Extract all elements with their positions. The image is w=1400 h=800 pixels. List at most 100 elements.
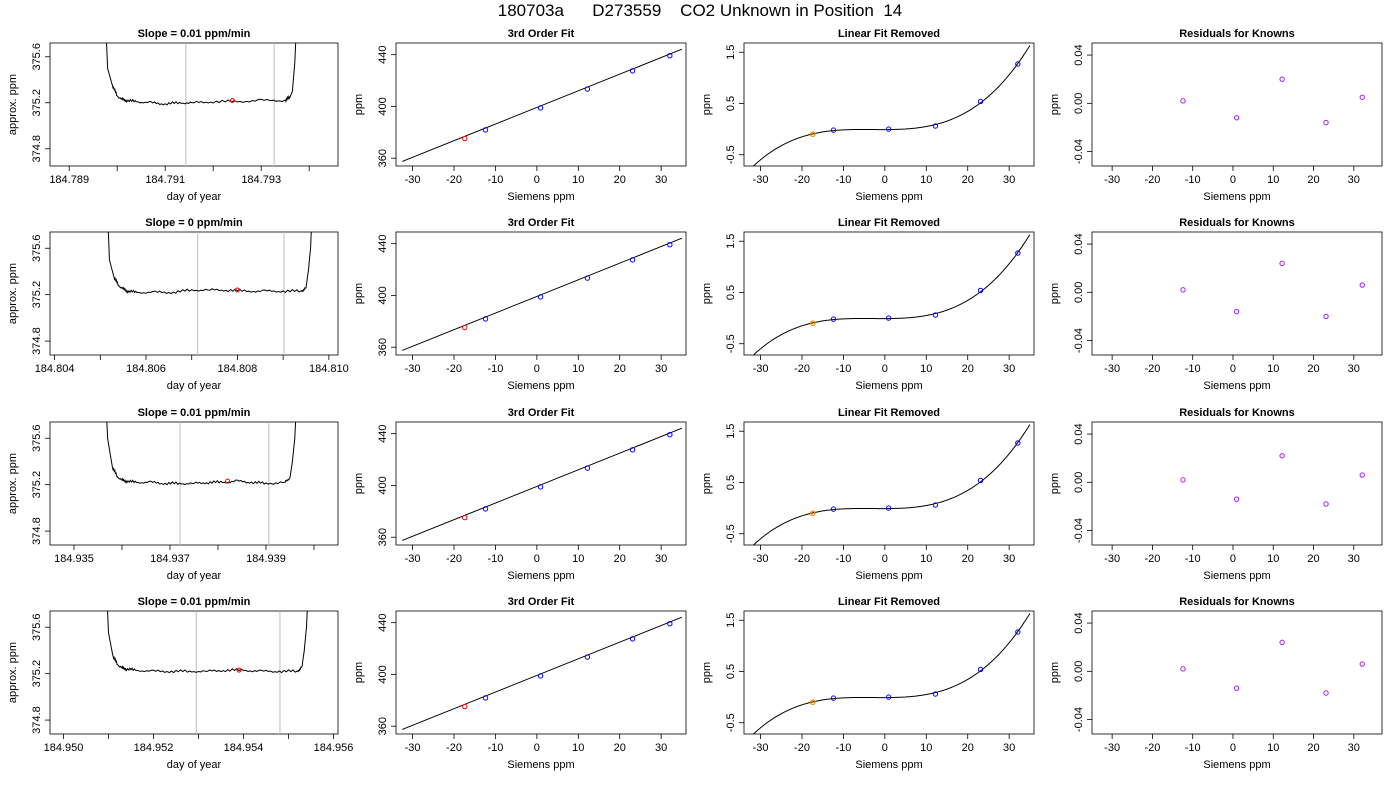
y-tick-label: 375.6 (31, 613, 43, 641)
residual-point (1359, 94, 1365, 100)
x-tick-label: 20 (614, 174, 626, 186)
plot-area (752, 424, 1031, 545)
residual-point (1279, 260, 1285, 267)
panel-title: Linear Fit Removed (838, 407, 940, 419)
fit-line (402, 48, 683, 162)
plot-area (1180, 260, 1365, 320)
plot-area (107, 611, 308, 734)
x-tick-label: 30 (1003, 174, 1015, 186)
residual-point (1323, 501, 1329, 507)
panel-title: Residuals for Knowns (1179, 596, 1295, 608)
x-tick-label: 20 (962, 363, 974, 375)
unknown-marker (236, 667, 242, 673)
x-tick-label: 184.789 (49, 174, 89, 186)
x-tick-label: 184.806 (126, 363, 166, 375)
known-point (482, 127, 489, 133)
x-tick-label: -30 (1104, 363, 1120, 375)
x-axis-label: day of year (167, 570, 222, 582)
panel-title: Residuals for Knowns (1179, 28, 1295, 40)
known-point (537, 105, 544, 111)
panel-r4-residuals: Residuals for Knowns -30 -20 -10 0 10 20 30 -0.0… (1049, 596, 1383, 771)
y-tick-label: -0.5 (725, 713, 737, 732)
panel-title: Residuals for Knowns (1179, 407, 1295, 419)
x-tick-label: 30 (655, 363, 667, 375)
x-tick-label: 20 (962, 742, 974, 754)
plot-area (402, 427, 683, 541)
x-tick-label: 0 (882, 363, 888, 375)
y-tick-label: 0.00 (1073, 472, 1085, 493)
x-tick-label: 10 (572, 742, 584, 754)
x-axis-label: Siemens ppm (1203, 380, 1270, 392)
y-tick-label: 440 (377, 45, 389, 63)
y-tick-label: 360 (377, 149, 389, 167)
y-tick-label: 375.2 (31, 89, 43, 117)
known-point (537, 673, 544, 679)
x-axis-label: Siemens ppm (855, 570, 922, 582)
known-point (932, 123, 939, 129)
y-tick-label: 400 (377, 476, 389, 494)
x-tick-label: 184.935 (54, 553, 94, 565)
fit-line (402, 616, 683, 730)
x-tick-label: 10 (1267, 742, 1279, 754)
y-axis-label: ppm (1049, 94, 1061, 115)
x-tick-label: -30 (753, 553, 769, 565)
known-point (1015, 250, 1021, 256)
known-point (977, 287, 984, 294)
known-point (667, 52, 673, 59)
x-tick-label: -30 (405, 553, 421, 565)
panel-r3-removed: Linear Fit Removed -30 -20 -10 0 10 20 30 -0.5 0.… (701, 407, 1035, 582)
x-axis-label: day of year (167, 191, 222, 203)
x-tick-label: 10 (920, 742, 932, 754)
cubic-curve (752, 424, 1031, 545)
x-tick-label: -30 (753, 174, 769, 186)
y-tick-label: 374.8 (31, 706, 43, 734)
x-axis-label: Siemens ppm (507, 570, 574, 582)
plot-area (107, 232, 312, 355)
y-tick-label: -0.5 (725, 334, 737, 353)
plot-frame (49, 421, 339, 546)
panel-title: 3rd Order Fit (508, 596, 575, 608)
known-point (629, 636, 636, 642)
y-tick-label: 375.2 (31, 660, 43, 688)
known-point (629, 257, 636, 263)
y-tick-label: 360 (377, 717, 389, 735)
x-tick-label: 10 (920, 363, 932, 375)
panel-r1-removed: Linear Fit Removed -30 -20 -10 0 10 20 30 -0.5 0.… (701, 28, 1035, 203)
panel-title: Residuals for Knowns (1179, 217, 1295, 229)
x-tick-label: 30 (655, 174, 667, 186)
y-axis-label: ppm (701, 283, 713, 304)
y-axis-label: ppm (353, 662, 365, 683)
x-tick-label: -10 (1185, 742, 1201, 754)
y-axis-label: ppm (1049, 473, 1061, 494)
unknown-point (462, 135, 468, 142)
x-tick-label: 30 (1003, 363, 1015, 375)
y-tick-label: -0.5 (725, 524, 737, 543)
y-tick-label: 0.00 (1073, 661, 1085, 682)
y-tick-label: 375.2 (31, 471, 43, 499)
y-tick-label: 375.2 (31, 281, 43, 309)
panel-r3-fit: 3rd Order Fit -30 -20 -10 0 10 20 30 360 400 440 Si… (353, 407, 687, 582)
y-tick-label: 375.6 (31, 424, 43, 452)
unknown-point (809, 510, 816, 517)
panel-title: 3rd Order Fit (508, 407, 575, 419)
y-tick-label: 1.5 (725, 45, 737, 60)
x-tick-label: 0 (1230, 174, 1236, 186)
panel-r3-time: Slope = 0.01 ppm/min 184.935 184.937 184.93… (7, 407, 339, 582)
x-tick-label: 184.808 (218, 363, 258, 375)
y-tick-label: 375.6 (31, 234, 43, 262)
known-point (830, 695, 837, 701)
y-axis-label: ppm (353, 283, 365, 304)
y-axis-label: approx. ppm (7, 453, 19, 514)
x-tick-label: -30 (405, 363, 421, 375)
x-tick-label: 0 (882, 553, 888, 565)
residual-point (1233, 308, 1240, 315)
unknown-marker (225, 478, 231, 484)
known-point (885, 315, 892, 321)
plot-frame (49, 610, 339, 735)
plot-area (1180, 639, 1365, 696)
known-point (830, 316, 837, 322)
known-point (830, 127, 837, 133)
cubic-curve (752, 45, 1031, 166)
panel-r2-time: Slope = 0 ppm/min 184.804 184.806 184.808 18… (7, 217, 349, 392)
